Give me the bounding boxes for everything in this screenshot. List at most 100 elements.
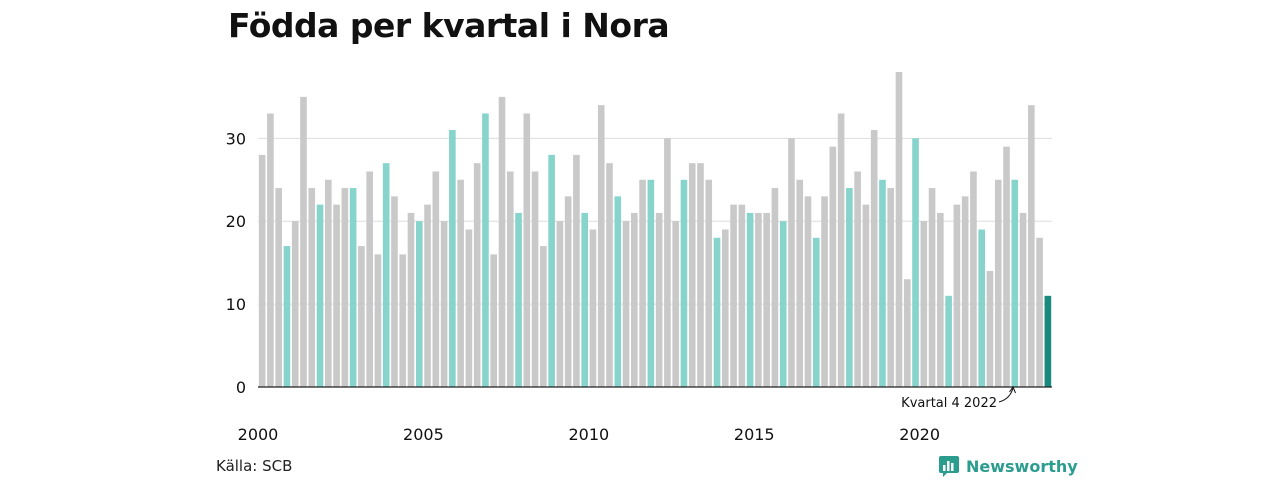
- bar: [1011, 179, 1019, 387]
- bar: [829, 146, 837, 387]
- bar: [556, 221, 564, 387]
- bar: [655, 212, 663, 387]
- bar: [440, 221, 448, 387]
- bar: [399, 254, 407, 387]
- bar: [970, 171, 977, 387]
- gridlines: [258, 137, 1052, 305]
- y-axis-tick-labels: 0 10 20 30: [226, 129, 246, 397]
- bar: [490, 254, 498, 387]
- bar: [415, 221, 423, 387]
- bar: [1036, 237, 1043, 387]
- chart-title: Födda per kvartal i Nora: [228, 6, 670, 45]
- bar: [870, 130, 878, 388]
- bar: [953, 204, 961, 387]
- y-tick-label: 0: [236, 378, 246, 397]
- annotation-arrow: [998, 387, 1014, 403]
- bar: [912, 138, 919, 387]
- bar: [457, 179, 464, 387]
- bar: [821, 196, 828, 387]
- bar: [424, 204, 431, 387]
- bar: [928, 188, 936, 387]
- x-tick-label: 2005: [403, 425, 444, 444]
- x-tick-label: 2010: [568, 425, 609, 444]
- bar: [449, 130, 456, 388]
- annotation: Kvartal 4 2022: [901, 385, 1016, 411]
- bar: [1044, 295, 1052, 387]
- bar: [267, 113, 274, 388]
- bar: [639, 179, 646, 387]
- bar: [738, 204, 746, 387]
- bar: [763, 212, 770, 387]
- y-tick-label: 10: [226, 295, 246, 314]
- bar: [730, 204, 737, 387]
- bar: [779, 221, 787, 387]
- bar: [374, 254, 382, 387]
- bar: [746, 212, 754, 387]
- bar: [672, 221, 679, 387]
- bar: [631, 212, 638, 387]
- annotation-arrowhead: [1009, 385, 1016, 394]
- bars: [258, 72, 1052, 388]
- bar: [986, 270, 994, 387]
- bar: [358, 246, 365, 387]
- bar: [895, 72, 903, 387]
- bar: [994, 179, 1002, 387]
- bar: [597, 105, 605, 387]
- bar: [333, 204, 340, 387]
- bar: [581, 212, 589, 387]
- bar: [812, 237, 820, 387]
- bar: [465, 229, 473, 387]
- bar: [846, 188, 853, 387]
- newsworthy-icon: [939, 456, 959, 477]
- bar: [407, 212, 415, 387]
- bar: [796, 179, 804, 387]
- y-tick-label: 20: [226, 212, 246, 231]
- bar: [316, 204, 324, 387]
- source-label: Källa: SCB: [216, 457, 293, 475]
- bar: [903, 279, 911, 387]
- bar: [506, 171, 514, 387]
- bar: [473, 163, 481, 387]
- bar: [341, 188, 349, 387]
- bar: [1028, 105, 1035, 387]
- bar: [862, 204, 870, 387]
- bar: [291, 221, 299, 387]
- bar: [349, 188, 357, 387]
- bar: [498, 96, 506, 388]
- bar: [308, 188, 316, 387]
- bar: [755, 212, 762, 387]
- bar: [1019, 212, 1027, 387]
- bar: [482, 113, 489, 388]
- bar: [978, 229, 986, 387]
- bar: [705, 179, 713, 387]
- bar: [589, 229, 597, 387]
- bar: [275, 188, 282, 387]
- bar: [664, 138, 671, 387]
- bar: [721, 229, 729, 387]
- bar: [564, 196, 572, 387]
- bar: [432, 171, 440, 387]
- bar: [854, 171, 861, 387]
- bar: [937, 212, 944, 387]
- bar: [697, 163, 704, 387]
- bar: [540, 246, 547, 387]
- bar: [548, 154, 555, 387]
- newsworthy-logo: Newsworthy: [938, 455, 1078, 477]
- bar: [837, 113, 845, 388]
- bar: [688, 163, 696, 387]
- bar: [788, 138, 795, 387]
- x-tick-label: 2015: [734, 425, 775, 444]
- bar: [961, 196, 969, 387]
- bar: [515, 212, 522, 387]
- bar: [1003, 146, 1010, 387]
- bar: [647, 179, 655, 387]
- bar: [324, 179, 332, 387]
- bar: [887, 188, 895, 387]
- bar: [680, 179, 688, 387]
- bar: [366, 171, 373, 387]
- x-tick-label: 2020: [899, 425, 940, 444]
- y-tick-label: 30: [226, 129, 246, 148]
- annotation-label: Kvartal 4 2022: [901, 396, 997, 411]
- bar: [606, 163, 613, 387]
- bar: [614, 196, 622, 387]
